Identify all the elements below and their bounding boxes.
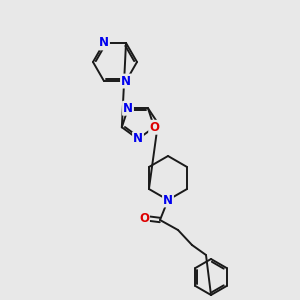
Text: O: O [139,212,149,224]
Text: N: N [163,194,173,206]
Text: N: N [99,36,109,50]
Text: N: N [121,75,131,88]
Text: N: N [123,102,133,115]
Text: N: N [133,133,143,146]
Text: O: O [149,121,159,134]
